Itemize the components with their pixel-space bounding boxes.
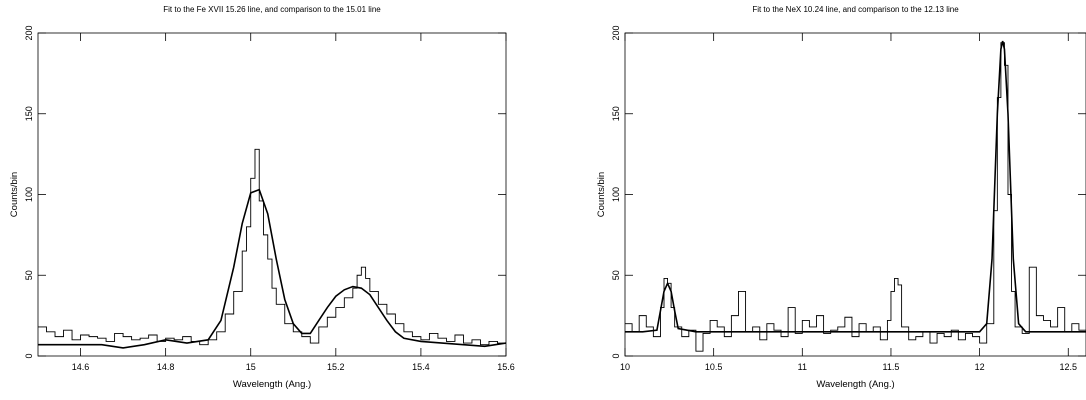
x-tick-label: 15.2 (327, 362, 345, 372)
series-line-histogram (625, 42, 1086, 352)
x-tick-label: 11.5 (883, 362, 900, 372)
y-tick-label: 50 (24, 270, 34, 280)
y-tick-label: 150 (24, 106, 34, 121)
series-line-histogram (38, 148, 506, 346)
x-tick-label: 12.5 (1060, 362, 1078, 372)
series-line-model (625, 40, 1086, 333)
x-tick-label: 14.8 (157, 362, 175, 372)
x-tick-label: 15.4 (412, 362, 430, 372)
x-tick-label: 14.6 (72, 362, 90, 372)
x-axis-label: Wavelength (Ang.) (816, 379, 894, 390)
y-tick-label: 100 (24, 187, 34, 202)
x-tick-label: 10 (620, 362, 630, 372)
x-tick-label: 12 (975, 362, 985, 372)
x-axis-label: Wavelength (Ang.) (233, 379, 311, 390)
y-tick-label: 0 (611, 353, 621, 358)
y-tick-label: 200 (611, 25, 621, 40)
chart-title: Fit to the NeX 10.24 line, and compariso… (752, 5, 959, 14)
plot-frame (37, 32, 507, 357)
x-tick-label: 11 (798, 362, 807, 372)
series-line-model (38, 188, 506, 349)
y-axis-label: Counts/bin (9, 172, 20, 217)
x-tick-label: 15.6 (497, 362, 515, 372)
chart-panel-nex: Fit to the NeX 10.24 line, and compariso… (596, 5, 1086, 390)
x-tick-label: 15 (246, 362, 256, 372)
x-tick-label: 10.5 (705, 362, 723, 372)
y-tick-label: 150 (611, 106, 621, 121)
y-tick-label: 50 (611, 270, 621, 280)
chart-title: Fit to the Fe XVII 15.26 line, and compa… (163, 5, 381, 14)
y-tick-label: 100 (611, 187, 621, 202)
chart-panel-fe-xvii: Fit to the Fe XVII 15.26 line, and compa… (9, 5, 515, 390)
y-tick-label: 200 (24, 25, 34, 40)
y-axis-label: Counts/bin (596, 172, 607, 217)
y-tick-label: 0 (24, 353, 34, 358)
